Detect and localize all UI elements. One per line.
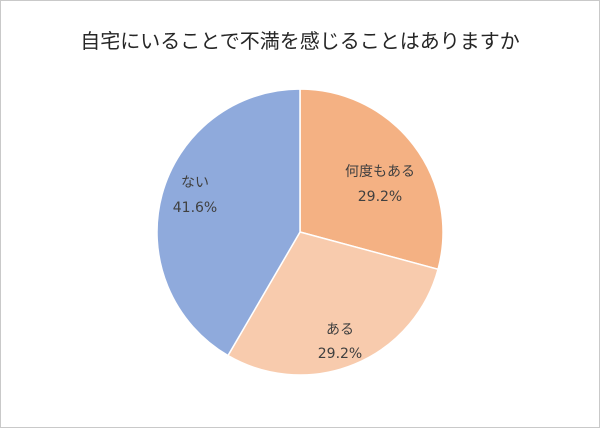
pie-labels: 何度もある 29.2% ある 29.2% ない 41.6% — [173, 164, 415, 362]
slice-value-label-3: 41.6% — [173, 200, 217, 216]
chart-title: 自宅にいることで不満を感じることはありますか — [80, 29, 520, 53]
pie-slice-1 — [299, 88, 444, 271]
slice-category-label-1: 何度もある — [345, 164, 415, 180]
slice-value-label-1: 29.2% — [358, 189, 402, 205]
slice-category-label-2: ある — [326, 322, 354, 338]
pie-slice-3 — [156, 88, 301, 357]
pie-slice-2 — [226, 231, 439, 376]
slice-category-label-3: ない — [181, 175, 209, 191]
slice-value-label-2: 29.2% — [318, 346, 362, 362]
pie-slices — [156, 88, 444, 376]
